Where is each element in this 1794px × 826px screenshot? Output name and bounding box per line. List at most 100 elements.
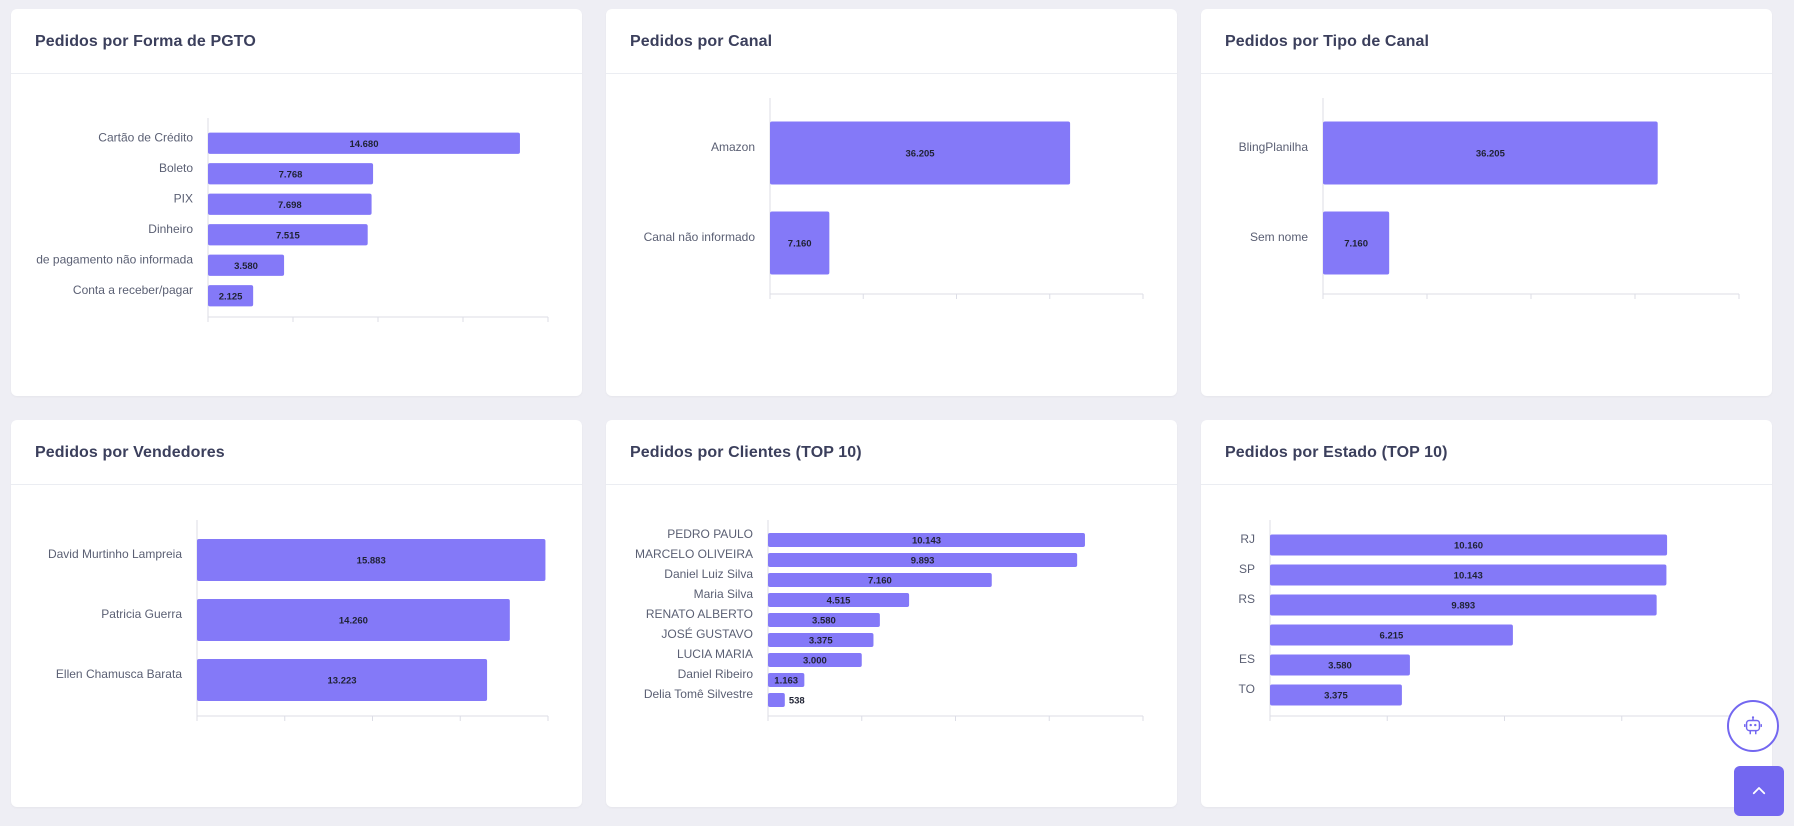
value-label: 7.160 [868,576,892,587]
bar [208,285,254,307]
card-estado: Pedidos por Estado (TOP 10) RJ 10.160 SP 10… [1201,420,1772,807]
bar [1270,684,1402,706]
category-label: PEDRO PAULO [667,527,753,541]
bar [208,254,285,276]
value-label: 10.143 [1454,571,1483,582]
value-label: 9.893 [1451,601,1475,612]
chevron-up-icon [1752,787,1766,795]
chart-forma-pgto: Cartão de Crédito 14.680 Boleto 7.768 PIX 7.6… [36,118,549,322]
card-header: Pedidos por Vendedores [11,420,582,485]
chart-canal: Amazon 36.205 Canal não informado 7.160 [644,98,1144,299]
bar [768,533,1085,547]
bar [1270,534,1668,556]
value-label: 36.205 [1476,149,1506,160]
category-label: MARCELO OLIVEIRA [635,547,753,561]
card-forma-pgto: Pedidos por Forma de PGTO Cartão de Créd… [11,9,582,396]
bar [768,693,785,707]
chart-tipo-canal: BlingPlanilha 36.205 Sem nome 7.160 [1239,98,1740,299]
category-label: LUCIA MARIA [677,647,753,661]
category-label: Delia Tomê Silvestre [644,687,753,701]
bar [197,659,488,701]
bar [768,673,805,687]
category-label: RS [1238,592,1255,606]
bar [208,224,368,246]
category-label: Maria Silva [694,587,754,601]
card-title: Pedidos por Vendedores [35,444,225,461]
bar [1270,624,1513,646]
bar [208,193,372,215]
category-label: Sem nome [1250,230,1308,244]
category-label: Canal não informado [644,230,756,244]
category-label: Ellen Chamusca Barata [56,667,182,681]
value-label: 2.125 [219,291,243,302]
value-label: 6.215 [1380,631,1404,642]
bar [770,121,1071,185]
bar [208,132,520,154]
category-label: PIX [174,191,193,205]
bar [1270,564,1667,586]
category-label: David Murtinho Lampreia [48,547,182,561]
category-label: Boleto [159,161,193,175]
category-label: Daniel Luiz Silva [664,567,753,581]
value-label: 7.160 [788,239,812,250]
value-label: 36.205 [906,149,936,160]
category-label: Amazon [711,140,755,154]
value-label: 14.260 [339,616,368,627]
category-label: Daniel Ribeiro [678,667,754,681]
card-clientes: Pedidos por Clientes (TOP 10) PEDRO PAUL… [606,420,1177,807]
chat-bot-button[interactable] [1727,700,1779,752]
value-label: 3.580 [812,616,836,627]
category-label: Dinheiro [148,222,193,236]
value-label: 10.143 [912,536,941,547]
chart-vendedores: David Murtinho Lampreia 15.883 Patricia Gu… [48,520,549,721]
bar [197,599,510,641]
value-label: 3.375 [809,636,833,647]
category-label: Conta a receber/pagar [73,283,193,297]
value-label: 7.160 [1344,239,1368,250]
robot-icon [1744,716,1762,735]
card-title: Pedidos por Forma de PGTO [35,33,256,50]
category-label: JOSÉ GUSTAVO [661,626,753,641]
bar [1270,654,1410,676]
bar [768,553,1078,567]
bar [768,633,874,647]
value-label: 15.883 [357,556,386,567]
value-label: 3.580 [234,261,258,272]
value-label: 3.375 [1324,691,1348,702]
category-label: Cartão de Crédito [98,130,193,144]
value-label: 10.160 [1454,541,1483,552]
category-label: BlingPlanilha [1239,140,1309,154]
category-label: TO [1239,682,1255,696]
category-label: RJ [1240,532,1255,546]
card-vendedores: Pedidos por Vendedores David Murtinho La… [11,420,582,807]
card-title: Pedidos por Clientes (TOP 10) [630,444,862,461]
bar [768,593,910,607]
value-label: 1.163 [774,676,798,687]
bar [768,653,862,667]
category-label: Patricia Guerra [101,607,182,621]
bar [770,211,830,275]
card-title: Pedidos por Canal [630,33,773,50]
card-header: Pedidos por Canal [606,9,1177,74]
bar [1270,594,1657,616]
category-label: de pagamento não informada [36,252,193,266]
value-label: 9.893 [911,556,935,567]
value-label: 7.515 [276,230,300,241]
value-label: 3.000 [803,656,827,667]
chart-clientes: PEDRO PAULO 10.143 MARCELO OLIVEIRA 9.893 Da… [635,520,1144,721]
card-tipo-canal: Pedidos por Tipo de Canal BlingPlanilha 3… [1201,9,1772,396]
value-label: 7.768 [279,169,303,180]
scroll-to-top-button[interactable] [1734,766,1784,816]
bar [768,613,880,627]
bar [768,573,992,587]
card-canal: Pedidos por Canal Amazon 36.205 Canal não … [606,9,1177,396]
category-label: RENATO ALBERTO [646,607,753,621]
category-label: ES [1239,652,1255,666]
bar [197,539,546,581]
bar [1323,211,1390,275]
bar [208,163,374,185]
chart-estado: RJ 10.160 SP 10.143 RS 9.893 6.215 ES 3.580 TO 3.3… [1238,520,1740,721]
card-header: Pedidos por Forma de PGTO [11,9,582,74]
value-label: 4.515 [827,596,851,607]
value-label: 3.580 [1328,661,1352,672]
